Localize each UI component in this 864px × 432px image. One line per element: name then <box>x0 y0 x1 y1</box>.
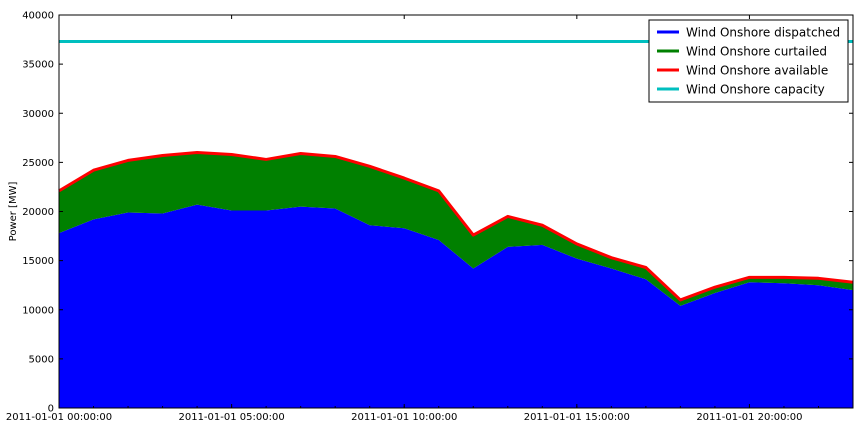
area-curtailed <box>59 152 853 306</box>
legend-label: Wind Onshore curtailed <box>686 45 827 59</box>
x-tick-label: 2011-01-01 05:00:00 <box>178 412 284 423</box>
chart-areas <box>59 152 853 408</box>
x-tick-label: 2011-01-01 15:00:00 <box>524 412 630 423</box>
y-tick-label: 15000 <box>22 256 54 267</box>
y-tick-label: 35000 <box>22 60 54 71</box>
x-axis: 2011-01-01 00:00:00 2011-01-01 05:00:00 20… <box>6 15 854 423</box>
y-axis: 0 5000 10000 15000 20000 25000 30000 35000 40000 <box>22 11 853 415</box>
legend-box <box>648 19 849 103</box>
legend: Wind Onshore dispatched Wind Onshore curt… <box>648 19 849 103</box>
x-tick-label: 2011-01-01 10:00:00 <box>351 412 457 423</box>
y-tick-label: 5000 <box>29 354 54 365</box>
legend-label: Wind Onshore available <box>686 64 828 78</box>
y-axis-label: Power [MW] <box>8 182 19 242</box>
area-dispatched <box>59 204 853 408</box>
y-tick-label: 30000 <box>22 109 54 120</box>
legend-label: Wind Onshore dispatched <box>686 26 840 40</box>
y-tick-label: 10000 <box>22 305 54 316</box>
y-tick-label: 25000 <box>22 158 54 169</box>
y-tick-label: 0 <box>48 404 54 415</box>
x-tick-label: 2011-01-01 00:00:00 <box>6 412 112 423</box>
y-tick-label: 20000 <box>22 207 54 218</box>
y-tick-label: 40000 <box>22 11 54 22</box>
legend-label: Wind Onshore capacity <box>686 83 825 97</box>
line-available <box>58 151 854 302</box>
x-tick-label: 2011-01-01 20:00:00 <box>696 412 802 423</box>
